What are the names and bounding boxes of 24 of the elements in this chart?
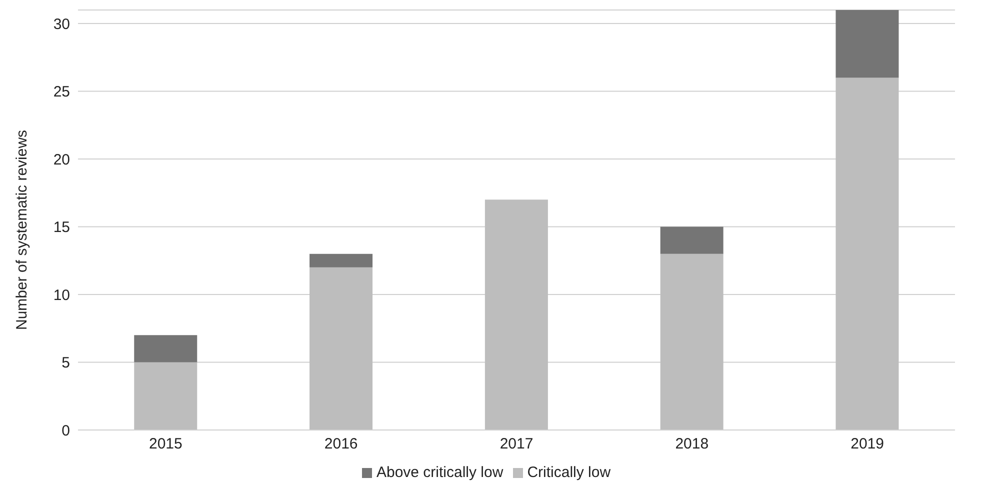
y-tick-label: 10 bbox=[53, 286, 70, 304]
x-tick-label: 2018 bbox=[675, 436, 709, 453]
x-tick-label: 2016 bbox=[324, 436, 358, 453]
y-tick-label: 15 bbox=[53, 219, 70, 236]
legend-label: Above critically low bbox=[376, 464, 504, 481]
y-tick-label: 30 bbox=[53, 16, 70, 33]
x-tick-label: 2017 bbox=[500, 436, 534, 453]
y-tick-label: 0 bbox=[62, 422, 70, 440]
bar bbox=[836, 78, 899, 430]
bar bbox=[310, 267, 373, 430]
bar bbox=[484, 200, 548, 430]
bar bbox=[134, 362, 198, 430]
x-tick-label: 2019 bbox=[850, 436, 884, 453]
bar bbox=[836, 10, 899, 78]
y-axis-title: Number of systematic reviews bbox=[13, 130, 30, 330]
x-tick-label: 2015 bbox=[149, 436, 182, 453]
y-tick-label: 20 bbox=[53, 151, 70, 168]
bar bbox=[134, 335, 198, 362]
y-tick-label: 25 bbox=[53, 84, 70, 101]
bar bbox=[660, 254, 724, 430]
y-tick-label: 5 bbox=[62, 354, 70, 372]
bar bbox=[310, 254, 373, 268]
bar bbox=[660, 226, 724, 254]
legend-label: Critically low bbox=[527, 464, 611, 481]
